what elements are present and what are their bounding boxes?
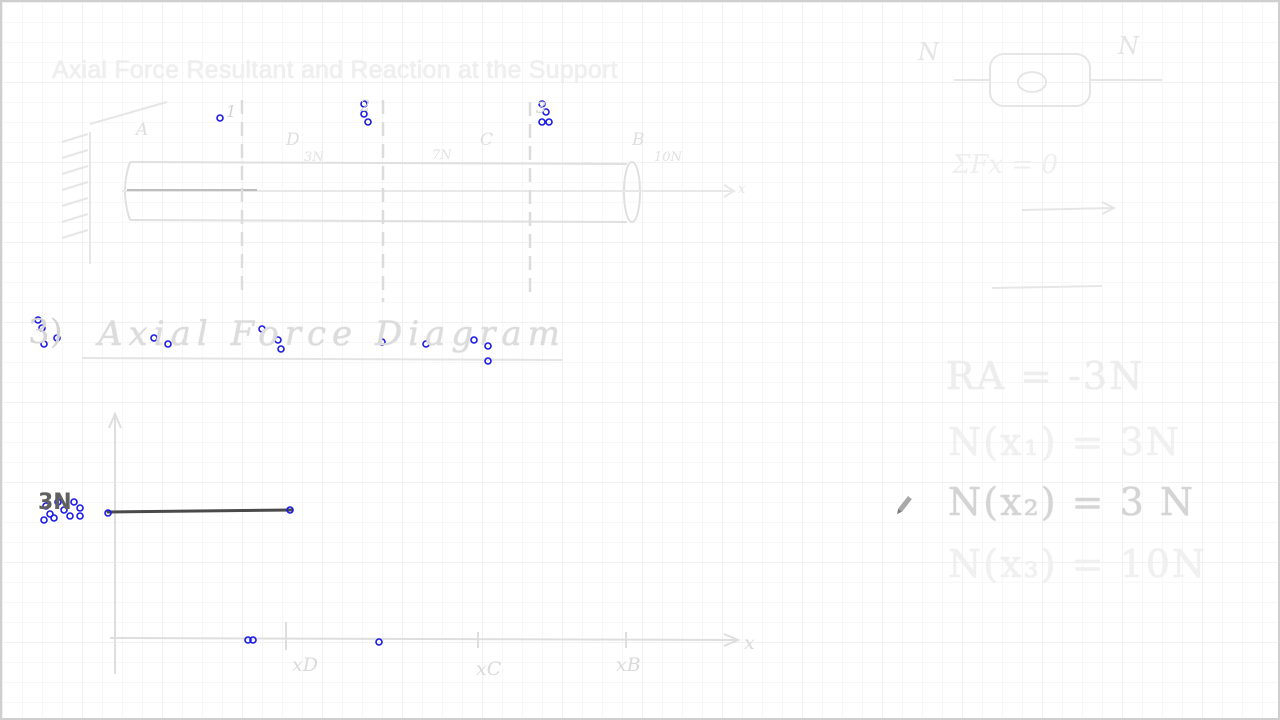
reaction-equation: RA = -3N <box>946 354 1144 398</box>
beam-axis-label: x <box>738 182 745 197</box>
x-axis-label: x <box>744 632 755 654</box>
diagram-heading: Axial Force Diagram <box>98 314 566 354</box>
x-tick-label-c: xC <box>476 658 501 680</box>
section-label-3: 3 <box>536 98 546 117</box>
pen-cursor-icon <box>895 496 912 516</box>
equilibrium-note: ΣFx = 0 <box>952 150 1058 180</box>
x-tick-label-d: xD <box>292 654 318 676</box>
free-body-n-left: N <box>918 38 939 66</box>
load-label-c: 7N <box>432 148 452 163</box>
point-label-d: D <box>286 130 300 150</box>
part-number: 3) <box>28 312 63 352</box>
free-body-n-right: N <box>1118 32 1139 60</box>
x-tick-label-b: xB <box>616 654 641 676</box>
axial-force-segment <box>108 510 291 512</box>
load-label-b: 10N <box>654 150 682 165</box>
marker-dots <box>35 101 552 645</box>
force-value-label: 3N <box>38 490 72 515</box>
axial-force-eq-1: N(x₁) = 3N <box>948 420 1181 464</box>
wall-support <box>62 102 167 264</box>
point-label-a: A <box>136 120 148 140</box>
section-label-1: 1 <box>226 102 236 121</box>
point-label-b: B <box>632 130 645 150</box>
load-label-d: 3N <box>304 150 324 165</box>
axial-force-eq-2: N(x₂) = 3 N <box>948 480 1195 524</box>
board-title: Axial Force Resultant and Reaction at th… <box>52 56 618 85</box>
axial-force-eq-3: N(x₃) = 10N <box>948 542 1207 586</box>
beam-body <box>122 162 734 222</box>
section-label-2: 2 <box>360 96 370 115</box>
point-label-c: C <box>480 130 493 150</box>
diagram-axes <box>109 414 738 674</box>
